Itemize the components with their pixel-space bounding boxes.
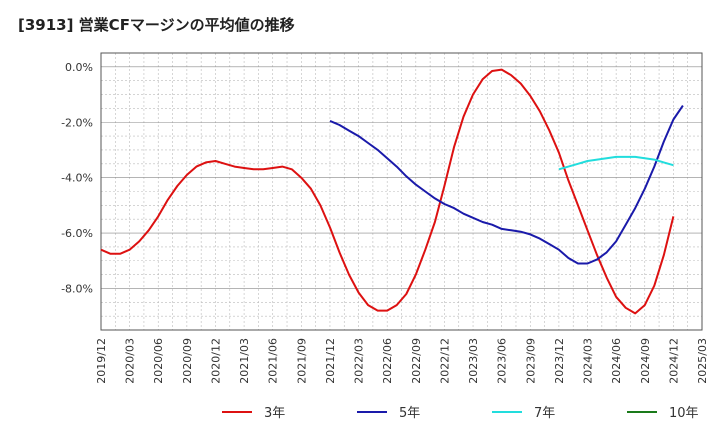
x-tick-label: 2025/03 <box>696 338 709 384</box>
x-tick-label: 2019/12 <box>95 338 108 384</box>
x-tick-label: 2020/09 <box>181 338 194 384</box>
chart-title: [3913] 営業CFマージンの平均値の推移 <box>18 16 295 34</box>
series-line-5年 <box>329 105 684 265</box>
y-tick-label: -6.0% <box>61 227 93 240</box>
x-tick-label: 2022/09 <box>410 338 423 384</box>
x-tick-label: 2022/12 <box>438 338 451 384</box>
legend-label: 10年 <box>669 406 699 421</box>
x-tick-label: 2024/06 <box>610 338 623 384</box>
series-line-3年 <box>100 68 675 315</box>
series-line-7年 <box>558 155 674 171</box>
x-tick-label: 2020/03 <box>124 338 137 384</box>
legend-label: 3年 <box>264 406 285 421</box>
legend-label: 7年 <box>534 406 555 421</box>
x-tick-label: 2021/06 <box>267 338 280 384</box>
x-tick-label: 2021/03 <box>238 338 251 384</box>
legend-label: 5年 <box>399 406 420 421</box>
x-tick-label: 2022/03 <box>353 338 366 384</box>
x-tick-label: 2021/09 <box>295 338 308 384</box>
x-tick-label: 2024/09 <box>639 338 652 384</box>
y-tick-labels: 0.0% -2.0% -4.0% -6.0% -8.0% <box>61 61 93 296</box>
x-tick-label: 2023/09 <box>524 338 537 384</box>
y-tick-label: -4.0% <box>61 172 93 185</box>
x-tick-labels: 2019/12 2020/03 2020/06 2020/09 2020/12 2021/… <box>95 338 709 384</box>
y-tick-label: 0.0% <box>65 61 93 74</box>
legend: 3年 5年 7年 10年 <box>222 406 699 421</box>
series-lines <box>100 68 684 315</box>
x-tick-label: 2020/12 <box>209 338 222 384</box>
y-tick-label: -2.0% <box>61 116 93 129</box>
x-tick-label: 2023/12 <box>553 338 566 384</box>
x-tick-label: 2024/03 <box>582 338 595 384</box>
y-tick-label: -8.0% <box>61 282 93 295</box>
plot-frame <box>100 52 703 331</box>
x-tick-label: 2022/06 <box>381 338 394 384</box>
x-tick-label: 2020/06 <box>152 338 165 384</box>
x-tick-label: 2023/03 <box>467 338 480 384</box>
x-tick-label: 2021/12 <box>324 338 337 384</box>
x-tick-label: 2024/12 <box>667 338 680 384</box>
x-tick-label: 2023/06 <box>496 338 509 384</box>
